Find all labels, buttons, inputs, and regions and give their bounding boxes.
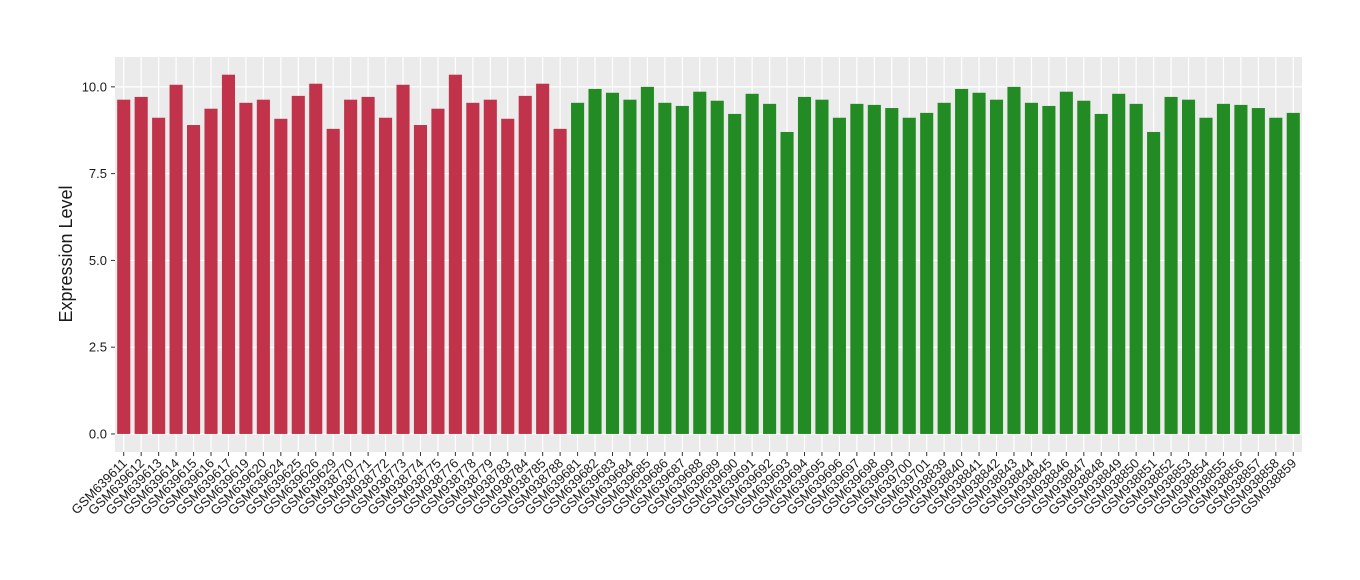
bar [1077,100,1091,434]
bar [745,93,759,434]
bar [448,74,462,434]
bar [431,108,445,434]
bar [1216,103,1230,434]
bar [256,99,270,434]
bar [239,102,253,434]
bar [361,96,375,434]
bar [902,117,916,434]
bar [291,95,305,434]
bar [693,91,707,434]
bar [117,99,131,434]
bar [309,83,323,434]
bar [885,108,899,434]
bar [815,99,829,434]
bar [989,99,1004,434]
bar [221,74,236,434]
y-axis-title: Expression Level [56,185,76,322]
bar [1164,96,1178,434]
bar [1059,91,1073,434]
bar [1251,108,1265,434]
bar [763,103,777,434]
y-tick-label: 2.5 [89,340,107,355]
bar [1112,93,1126,434]
bar [553,128,567,434]
y-tick-label: 10.0 [82,79,107,94]
bar [152,117,166,434]
bar [1269,117,1283,434]
bar [937,102,951,434]
bar [1007,86,1021,434]
bar [344,99,358,434]
bar [972,92,986,434]
bar [850,103,864,434]
bar [605,92,620,434]
bar [623,99,637,434]
bar [1024,102,1038,434]
bar [1181,99,1196,434]
bar [379,117,393,434]
bars [117,74,1300,434]
bar [1094,113,1108,434]
bar [728,113,742,434]
bar [134,96,148,434]
bar [675,105,689,434]
bar [640,86,654,434]
bar [571,102,585,434]
bar [466,102,480,434]
bar [1042,105,1056,434]
bar [832,117,846,434]
bar [1286,112,1300,434]
bar [1129,103,1143,434]
bar [483,99,497,434]
bar [797,96,812,434]
bar [326,128,340,434]
bar [780,131,794,434]
bar [1234,104,1248,434]
bar [204,108,218,434]
bar [1199,117,1213,434]
bar [413,125,428,434]
bar [588,88,602,434]
bar [955,88,969,434]
bar [867,104,881,434]
bar [1147,131,1161,434]
bar [518,95,532,434]
bar [920,112,934,434]
y-tick-label: 5.0 [89,253,107,268]
bar [274,118,288,434]
bar [536,83,550,434]
bar [501,118,515,434]
y-tick-label: 7.5 [89,166,107,181]
bar [187,125,201,434]
bar [169,84,183,434]
bar [658,102,672,434]
y-tick-label: 0.0 [89,426,107,441]
bar [396,84,410,434]
bar [710,100,724,434]
